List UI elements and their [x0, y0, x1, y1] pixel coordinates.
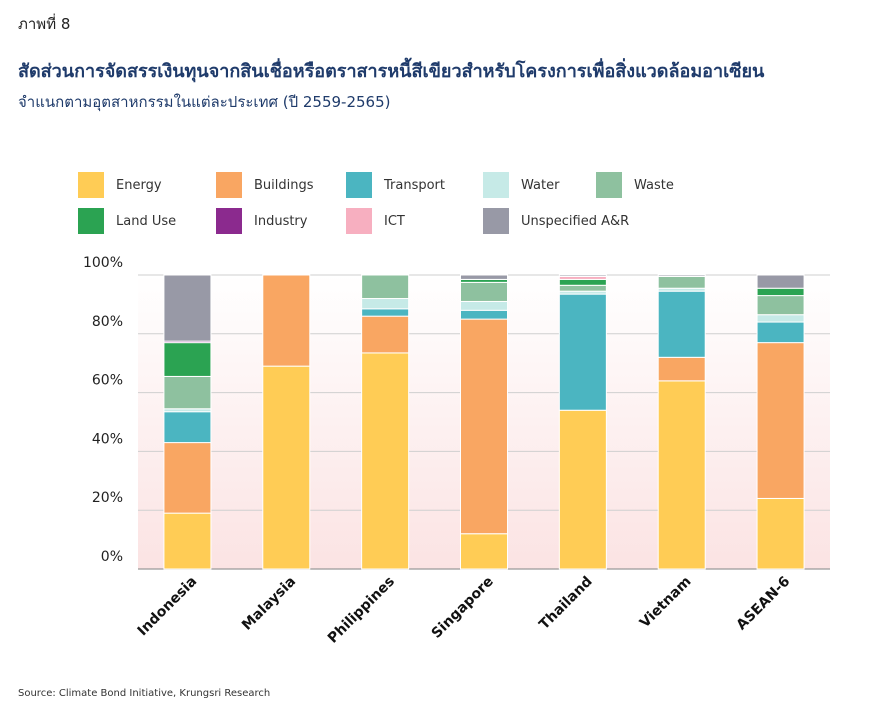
bar-segment-thailand-transport [558, 293, 607, 411]
bar-segment-vietnam-buildings [657, 356, 706, 382]
bar-segment-indonesia-transport [163, 411, 212, 444]
legend-item-waste: Waste [596, 172, 674, 198]
x-tick-label: Vietnam [637, 574, 695, 632]
bar-segment-malaysia-buildings [262, 274, 311, 367]
chart-title: สัดส่วนการจัดสรรเงินทุนจากสินเชื่อหรือตร… [18, 61, 765, 82]
bar-segment-asean-6-water [756, 314, 805, 323]
legend-item-land-use: Land Use [78, 208, 176, 234]
bar-segment-singapore-transport [460, 309, 508, 320]
legend-label: Transport [384, 177, 446, 193]
legend-item-energy: Energy [78, 172, 162, 198]
legend-swatch [483, 172, 509, 198]
legend-label: Water [521, 177, 560, 193]
bar-segment-singapore-waste [460, 281, 508, 302]
bar-segment-thailand-waste [558, 284, 607, 292]
y-tick-label: 80% [92, 314, 123, 330]
x-tick-label: ASEAN-6 [734, 574, 794, 634]
legend-label: Energy [116, 177, 162, 193]
x-tick-label: Malaysia [239, 574, 299, 634]
bar-segment-philippines-waste [361, 274, 410, 300]
legend-swatch [78, 208, 104, 234]
bar-segment-philippines-buildings [361, 315, 410, 354]
legend-label: Buildings [254, 177, 314, 193]
bar-segment-singapore-energy [460, 533, 508, 570]
legend-swatch [346, 172, 372, 198]
legend-item-unspecified-a-r: Unspecified A&R [483, 208, 629, 234]
y-tick-label: 40% [92, 431, 123, 447]
legend-swatch [78, 172, 104, 198]
x-tick-label: Philippines [325, 574, 398, 647]
bar-segment-thailand-energy [558, 409, 607, 570]
legend-label: Land Use [116, 213, 177, 229]
bar-segment-singapore-buildings [460, 318, 508, 535]
bar-segment-thailand-land-use [558, 278, 607, 286]
y-tick-label: 20% [92, 490, 123, 506]
bar-segment-asean-6-waste [756, 295, 805, 316]
x-tick-label: Indonesia [135, 574, 201, 640]
bar-segment-singapore-unspecified-a-r [460, 274, 508, 280]
bar-segment-philippines-transport [361, 308, 410, 317]
bar-segment-vietnam-energy [657, 380, 706, 570]
bar-segment-thailand-unspecified-a-r [558, 274, 607, 277]
legend-swatch [483, 208, 509, 234]
x-tick-label: Singapore [429, 574, 497, 642]
bar-segment-indonesia-buildings [163, 442, 212, 514]
y-tick-label: 100% [83, 255, 123, 271]
figure-label: ภาพที่ 8 [18, 15, 71, 33]
bar-segment-philippines-energy [361, 352, 410, 570]
legend-label: ICT [384, 213, 405, 229]
bar-segment-asean-6-transport [756, 321, 805, 344]
bar-segment-singapore-water [460, 300, 508, 311]
bar-segment-indonesia-energy [163, 512, 212, 570]
legend-item-industry: Industry [216, 208, 307, 234]
legend-item-ict: ICT [346, 208, 405, 234]
bar-segment-vietnam-waste [657, 275, 706, 289]
bar-segment-philippines-water [361, 298, 410, 310]
legend-label: Industry [254, 213, 308, 229]
bar-segment-asean-6-unspecified-a-r [756, 274, 805, 289]
legend-swatch [596, 172, 622, 198]
y-tick-label: 0% [101, 549, 123, 565]
legend-label: Unspecified A&R [521, 213, 630, 229]
bar-segment-indonesia-unspecified-a-r [163, 274, 212, 342]
bar-segment-asean-6-buildings [756, 342, 805, 499]
chart-legend: Energy Buildings Transport Water Waste Land U… [78, 172, 778, 242]
bar-segment-vietnam-unspecified-a-r [657, 274, 706, 277]
legend-item-water: Water [483, 172, 559, 198]
bar-segment-malaysia-energy [262, 365, 311, 570]
legend-item-transport: Transport [346, 172, 445, 198]
legend-label: Waste [634, 177, 674, 193]
source-note: Source: Climate Bond Initiative, Krungsr… [18, 688, 271, 699]
chart-subtitle: จำแนกตามอุตสาหกรรมในแต่ละประเทศ (ปี 2559… [18, 93, 391, 111]
y-tick-label: 60% [92, 373, 123, 389]
legend-swatch [346, 208, 372, 234]
bar-segment-asean-6-energy [756, 497, 805, 570]
bar-segment-asean-6-land-use [756, 287, 805, 297]
bar-segment-indonesia-land-use [163, 342, 212, 377]
bar-segment-indonesia-waste [163, 375, 212, 410]
x-tick-label: Thailand [536, 574, 595, 633]
legend-swatch [216, 208, 242, 234]
bar-segment-vietnam-transport [657, 290, 706, 358]
legend-swatch [216, 172, 242, 198]
legend-item-buildings: Buildings [216, 172, 314, 198]
